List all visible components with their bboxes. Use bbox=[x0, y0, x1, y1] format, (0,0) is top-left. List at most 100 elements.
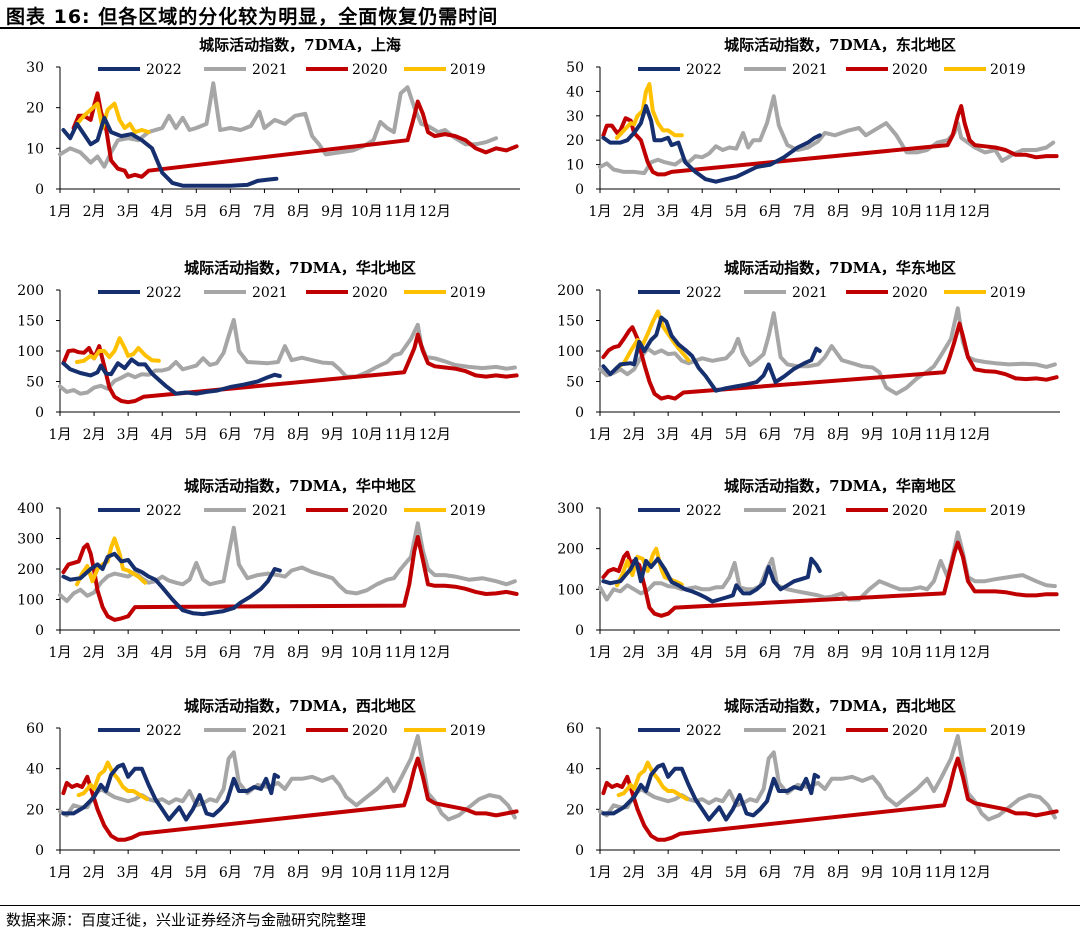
y-tick-label: 30 bbox=[26, 60, 44, 76]
x-tick-label: 10月 bbox=[351, 204, 383, 220]
y-tick-label: 60 bbox=[26, 721, 44, 737]
x-tick-label: 5月 bbox=[725, 865, 748, 881]
series-line-2020 bbox=[601, 104, 1059, 177]
x-tick-label: 3月 bbox=[117, 645, 140, 661]
x-tick-label: 8月 bbox=[827, 427, 850, 443]
x-tick-label: 4月 bbox=[691, 427, 714, 443]
x-tick-label: 1月 bbox=[589, 865, 612, 881]
y-tick-label: 400 bbox=[17, 501, 44, 517]
x-tick-label: 9月 bbox=[861, 427, 884, 443]
x-tick-label: 2月 bbox=[623, 427, 646, 443]
x-tick-label: 5月 bbox=[725, 204, 748, 220]
legend-label-2020: 2020 bbox=[352, 285, 388, 301]
y-tick-label: 100 bbox=[557, 344, 584, 360]
x-tick-label: 7月 bbox=[253, 645, 276, 661]
x-tick-label: 7月 bbox=[793, 865, 816, 881]
chart-title: 城际活动指数，7DMA，华东地区 bbox=[724, 259, 956, 277]
x-tick-label: 4月 bbox=[691, 204, 714, 220]
x-tick-label: 1月 bbox=[49, 865, 72, 881]
y-tick-label: 0 bbox=[35, 405, 44, 421]
x-tick-label: 9月 bbox=[321, 427, 344, 443]
chart-title: 城际活动指数，7DMA，东北地区 bbox=[724, 36, 956, 54]
series-line-2020 bbox=[601, 321, 1059, 401]
y-tick-label: 100 bbox=[17, 593, 44, 609]
x-tick-label: 8月 bbox=[827, 204, 850, 220]
x-tick-label: 8月 bbox=[287, 427, 310, 443]
x-tick-label: 1月 bbox=[589, 645, 612, 661]
legend-label-2019: 2019 bbox=[990, 503, 1026, 519]
chart-panel-east-china: 城际活动指数，7DMA，华东地区 0 50 100 150 200 1月 2月 3月 4月 5月 6月… bbox=[540, 255, 1080, 475]
series-line-2019 bbox=[616, 760, 689, 802]
x-tick-label: 4月 bbox=[691, 865, 714, 881]
x-tick-label: 5月 bbox=[185, 645, 208, 661]
x-tick-label: 12月 bbox=[419, 427, 451, 443]
y-tick-label: 50 bbox=[566, 375, 584, 391]
x-tick-label: 9月 bbox=[321, 204, 344, 220]
y-tick-label: 150 bbox=[557, 314, 584, 330]
x-tick-label: 4月 bbox=[691, 645, 714, 661]
legend-label-2021: 2021 bbox=[792, 723, 828, 739]
legend-label-2022: 2022 bbox=[686, 285, 722, 301]
y-tick-label: 30 bbox=[566, 109, 584, 125]
legend-label-2021: 2021 bbox=[792, 285, 828, 301]
series-line-2022 bbox=[601, 315, 822, 393]
legend-label-2022: 2022 bbox=[686, 723, 722, 739]
y-tick-label: 100 bbox=[557, 582, 584, 598]
y-tick-label: 0 bbox=[575, 843, 584, 859]
x-tick-label: 12月 bbox=[959, 427, 991, 443]
chart-title: 城际活动指数，7DMA，华北地区 bbox=[184, 259, 416, 277]
x-tick-label: 2月 bbox=[83, 204, 106, 220]
chart-title: 城际活动指数，7DMA，华中地区 bbox=[184, 477, 416, 495]
x-tick-label: 2月 bbox=[623, 645, 646, 661]
x-tick-label: 3月 bbox=[117, 427, 140, 443]
series-line-2022 bbox=[61, 762, 281, 822]
chart-svg: 城际活动指数，7DMA，华南地区 0 100 200 300 1月 2月 3月 4月 5月 6月 7月… bbox=[557, 477, 1060, 661]
x-tick-label: 5月 bbox=[725, 645, 748, 661]
chart-panel-central-china: 城际活动指数，7DMA，华中地区 0 100 200 300 400 1月 2月 3月 4月 5月 6… bbox=[0, 473, 540, 693]
bottom-rule bbox=[0, 905, 1080, 906]
chart-svg: 城际活动指数，7DMA，华东地区 0 50 100 150 200 1月 2月 3月 4月 5月 6月… bbox=[557, 259, 1060, 443]
series-line-2022 bbox=[601, 556, 822, 604]
y-tick-label: 0 bbox=[35, 623, 44, 639]
x-tick-label: 5月 bbox=[185, 865, 208, 881]
x-tick-label: 1月 bbox=[589, 427, 612, 443]
x-tick-label: 6月 bbox=[759, 645, 782, 661]
x-tick-label: 8月 bbox=[287, 645, 310, 661]
y-tick-label: 0 bbox=[575, 182, 584, 198]
legend-label-2021: 2021 bbox=[252, 285, 288, 301]
x-tick-label: 1月 bbox=[49, 204, 72, 220]
x-tick-label: 12月 bbox=[959, 865, 991, 881]
series-line-2022 bbox=[601, 104, 822, 184]
x-tick-label: 8月 bbox=[287, 865, 310, 881]
x-tick-label: 11月 bbox=[925, 204, 957, 220]
x-tick-label: 9月 bbox=[321, 865, 344, 881]
x-tick-label: 6月 bbox=[219, 865, 242, 881]
y-tick-label: 20 bbox=[26, 101, 44, 117]
x-tick-label: 7月 bbox=[793, 645, 816, 661]
series-line-2021 bbox=[58, 521, 517, 603]
legend-label-2020: 2020 bbox=[352, 62, 388, 78]
legend-label-2021: 2021 bbox=[252, 723, 288, 739]
x-tick-label: 2月 bbox=[623, 204, 646, 220]
figure-title: 图表 16: 但各区域的分化较为明显，全面恢复仍需时间 bbox=[6, 6, 499, 28]
series-line-2021 bbox=[58, 81, 499, 169]
chart-title: 城际活动指数，7DMA，上海 bbox=[199, 36, 401, 54]
x-tick-label: 7月 bbox=[793, 427, 816, 443]
series-line-2019 bbox=[76, 760, 149, 802]
x-tick-label: 3月 bbox=[657, 427, 680, 443]
series-line-2019 bbox=[75, 101, 151, 135]
x-tick-label: 6月 bbox=[759, 865, 782, 881]
x-tick-label: 10月 bbox=[351, 865, 383, 881]
legend-label-2020: 2020 bbox=[892, 285, 928, 301]
legend-label-2019: 2019 bbox=[450, 285, 486, 301]
x-tick-label: 2月 bbox=[83, 427, 106, 443]
x-tick-label: 11月 bbox=[925, 427, 957, 443]
y-tick-label: 300 bbox=[17, 532, 44, 548]
y-tick-label: 200 bbox=[17, 562, 44, 578]
x-tick-label: 12月 bbox=[959, 645, 991, 661]
chart-svg: 城际活动指数，7DMA，东北地区 0 10 20 30 40 50 1月 2月 3月 4月 5月 6月 7… bbox=[566, 36, 1060, 220]
x-tick-label: 9月 bbox=[861, 865, 884, 881]
series-line-2020 bbox=[601, 540, 1059, 618]
x-tick-label: 12月 bbox=[419, 865, 451, 881]
legend-label-2022: 2022 bbox=[686, 503, 722, 519]
